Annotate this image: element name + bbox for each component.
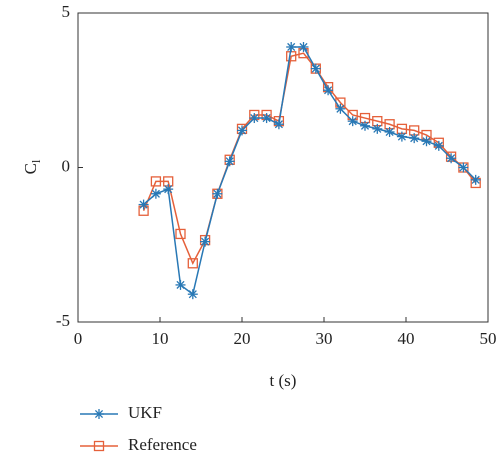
- y-axis-label: Cl: [21, 159, 43, 174]
- marker-stroke: [287, 42, 296, 52]
- marker: [433, 140, 444, 151]
- marker: [261, 113, 272, 124]
- x-tick-label: 50: [480, 329, 497, 348]
- marker: [335, 103, 346, 114]
- y-tick-label: -5: [56, 311, 70, 330]
- y-tick-label: 0: [62, 156, 71, 175]
- marker-stroke: [360, 121, 370, 130]
- marker: [224, 156, 235, 167]
- marker: [396, 131, 407, 142]
- marker-stroke: [94, 409, 104, 419]
- marker-stroke: [176, 280, 185, 289]
- marker: [298, 41, 309, 52]
- legend-label: UKF: [128, 403, 162, 422]
- marker-stroke: [385, 127, 394, 137]
- marker: [187, 289, 198, 300]
- marker-stroke: [447, 154, 456, 163]
- marker: [384, 126, 395, 137]
- marker: [409, 133, 420, 144]
- marker-stroke: [422, 137, 431, 146]
- marker: [150, 176, 162, 187]
- marker-stroke: [299, 42, 308, 52]
- plot-frame: [77, 12, 489, 323]
- marker-stroke: [434, 141, 443, 150]
- marker: [310, 63, 321, 74]
- marker-stroke: [164, 185, 173, 194]
- x-tick-label: 20: [234, 329, 251, 348]
- marker: [237, 125, 247, 136]
- y-axis-label-sub: l: [29, 159, 43, 163]
- x-axis-label: t (s): [270, 371, 297, 390]
- marker-stroke: [397, 132, 406, 141]
- marker-stroke: [139, 200, 148, 209]
- marker-stroke: [151, 189, 160, 198]
- marker: [347, 116, 358, 127]
- x-tick-label: 10: [152, 329, 169, 348]
- marker-stroke: [201, 237, 210, 246]
- marker: [249, 113, 260, 124]
- marker: [446, 153, 457, 164]
- marker: [163, 184, 174, 195]
- marker-stroke: [188, 290, 197, 299]
- marker: [200, 236, 211, 247]
- marker-stroke: [225, 157, 234, 166]
- marker: [273, 119, 284, 130]
- series-line: [143, 46, 477, 296]
- y-axis-label-main: C: [21, 163, 40, 174]
- marker: [150, 188, 161, 199]
- x-tick-label: 40: [398, 329, 415, 348]
- marker-stroke: [459, 163, 468, 172]
- marker-stroke: [262, 114, 271, 123]
- marker-stroke: [237, 126, 247, 135]
- legend-marker: [94, 409, 104, 419]
- marker: [187, 258, 198, 269]
- marker-stroke: [336, 104, 345, 113]
- legend-label: Reference: [128, 435, 197, 454]
- marker: [138, 199, 149, 210]
- marker-stroke: [213, 189, 222, 198]
- marker: [360, 120, 370, 131]
- marker-stroke: [274, 120, 283, 129]
- y-tick-label: 5: [62, 2, 71, 21]
- x-tick-label: 30: [316, 329, 333, 348]
- marker: [372, 123, 383, 134]
- marker: [212, 188, 223, 199]
- marker-stroke: [250, 114, 259, 123]
- marker-stroke: [348, 117, 357, 126]
- legend-marker: [93, 440, 105, 452]
- marker-stroke: [410, 134, 419, 143]
- marker: [323, 85, 334, 96]
- x-tick-label: 0: [74, 329, 83, 348]
- marker: [175, 228, 186, 240]
- marker: [470, 174, 481, 185]
- marker: [421, 136, 432, 147]
- marker-stroke: [373, 124, 382, 133]
- marker: [458, 162, 469, 173]
- marker-stroke: [311, 64, 320, 73]
- marker-stroke: [471, 175, 480, 184]
- marker-stroke: [324, 86, 333, 95]
- marker: [286, 41, 297, 52]
- series-line: [142, 52, 477, 266]
- marker: [175, 279, 186, 290]
